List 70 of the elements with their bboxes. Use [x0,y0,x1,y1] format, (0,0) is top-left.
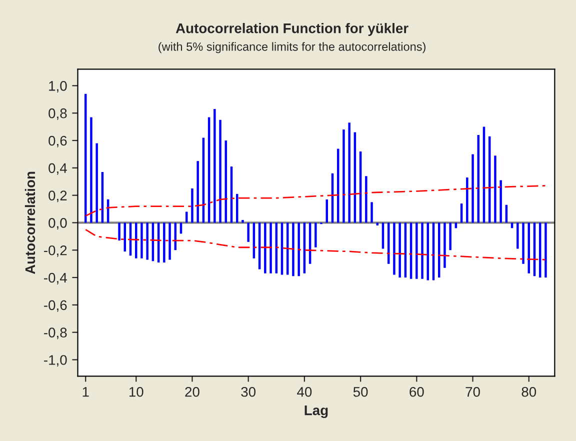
bar [280,222,284,275]
bar [416,222,418,279]
y-tick-label: 0,8 [48,108,67,120]
y-axis-title: Autocorrelation [24,172,36,274]
y-tick-label: -0,4 [44,272,67,284]
y-tick-label: -0,8 [44,328,67,340]
bar [242,220,244,223]
bar [500,180,502,223]
x-tick-label: 40 [297,386,312,397]
bar [247,222,250,242]
bar [449,222,452,250]
bar [376,222,379,226]
bar [472,154,474,223]
y-tick-label: 0,4 [48,163,67,175]
y-tick-label: 1,0 [49,81,67,92]
x-tick-label: 60 [410,386,424,397]
bar [314,222,317,248]
y-tick-label: -1,0 [44,355,67,367]
bar [292,222,294,276]
bar [393,222,396,275]
bar [146,222,148,260]
bar [454,222,458,228]
bar [348,122,350,223]
bar [163,222,166,262]
bar [370,202,373,223]
bar [466,177,468,223]
bar [510,222,514,228]
bar [426,222,430,280]
y-tick-label: 0,0 [48,218,67,230]
bar [264,222,266,274]
x-tick-label: 20 [185,386,200,397]
bar [421,222,424,279]
y-tick-label: -0,2 [44,245,67,257]
bar [124,222,126,252]
x-tick-label: 1 [82,387,89,397]
bar [444,222,446,268]
y-tick-label: -0,6 [44,300,67,312]
bar [118,222,120,241]
bar [258,222,261,270]
bar [196,161,199,223]
bar [90,117,92,223]
bar [168,222,171,260]
bar [516,222,519,249]
x-tick-label: 30 [241,386,256,397]
bar [185,212,188,223]
bar [219,120,222,223]
x-tick-label: 70 [466,386,480,397]
line-series [84,228,546,260]
chart-subtitle: (with 5% significance limits for the autocorrelations) [158,42,426,54]
x-axis-title: Lag [304,406,328,418]
chart-title: Autocorrelation Function for yükler [176,23,408,36]
line-series [84,185,546,217]
y-tick-label: 0,6 [48,136,67,148]
x-tick-label: 50 [353,386,368,397]
bar [191,188,194,223]
x-tick-label: 80 [522,386,536,397]
bar [544,222,547,278]
bar [365,176,368,223]
bar [96,143,98,223]
bar [398,222,401,278]
bar [140,222,143,258]
bar [298,222,300,276]
bar [522,222,524,264]
bar [270,222,272,274]
x-tick-label: 10 [129,386,144,397]
bar [494,156,496,223]
y-tick-label: 0,2 [48,190,67,202]
bar [180,222,182,234]
bar [342,130,345,223]
bar [214,108,216,223]
